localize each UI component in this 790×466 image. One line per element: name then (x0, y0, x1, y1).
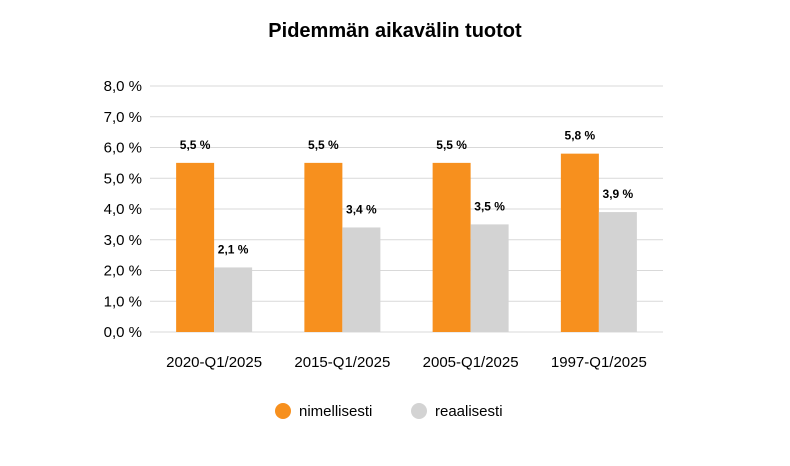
data-label-nimellisesti: 5,8 % (565, 129, 596, 143)
legend-marker-reaalisesti (411, 403, 427, 419)
data-label-nimellisesti: 5,5 % (436, 138, 467, 152)
bar-nimellisesti (304, 162, 343, 332)
data-labels: 5,5 % 2,1 % 5,5 % 3,4 % 5,5 % 3,5 % 5,8 % 3,9 % (180, 129, 634, 257)
data-label-reaalisesti: 3,4 % (346, 202, 377, 216)
y-tick-label: 7,0 % (104, 109, 142, 126)
bars (176, 153, 637, 332)
y-tick-label: 4,0 % (104, 201, 142, 218)
bar-reaalisesti (214, 267, 253, 332)
x-category-label: 2015-Q1/2025 (294, 354, 390, 371)
bar-nimellisesti (176, 162, 215, 332)
chart-title: Pidemmän aikavälin tuotot (268, 20, 522, 42)
y-tick-label: 8,0 % (104, 78, 142, 95)
y-tick-label: 3,0 % (104, 232, 142, 249)
x-category-label: 1997-Q1/2025 (551, 354, 647, 371)
bar-nimellisesti (560, 153, 599, 332)
data-label-reaalisesti: 3,9 % (603, 187, 634, 201)
data-label-nimellisesti: 5,5 % (308, 138, 339, 152)
y-tick-label: 6,0 % (104, 140, 142, 157)
legend-label-reaalisesti: reaalisesti (435, 403, 503, 420)
data-label-nimellisesti: 5,5 % (180, 138, 211, 152)
bar-nimellisesti (432, 162, 471, 332)
y-tick-label: 2,0 % (104, 263, 142, 280)
x-axis-category-labels: 2020-Q1/2025 2015-Q1/2025 2005-Q1/2025 1997… (166, 354, 647, 371)
legend-label-nimellisesti: nimellisesti (299, 403, 372, 420)
y-tick-label: 5,0 % (104, 170, 142, 187)
y-tick-label: 1,0 % (104, 293, 142, 310)
legend-marker-nimellisesti (275, 403, 291, 419)
bar-reaalisesti (470, 224, 509, 332)
data-label-reaalisesti: 2,1 % (218, 242, 249, 256)
bar-reaalisesti (342, 227, 381, 332)
y-tick-label: 0,0 % (104, 324, 142, 341)
y-axis-tick-labels: 0,0 % 1,0 % 2,0 % 3,0 % 4,0 % 5,0 % 6,0 % 7,0 %… (104, 78, 142, 341)
legend: nimellisesti reaalisesti (275, 403, 503, 420)
bar-reaalisesti (598, 212, 637, 332)
data-label-reaalisesti: 3,5 % (474, 199, 505, 213)
x-category-label: 2005-Q1/2025 (423, 354, 519, 371)
x-category-label: 2020-Q1/2025 (166, 354, 262, 371)
